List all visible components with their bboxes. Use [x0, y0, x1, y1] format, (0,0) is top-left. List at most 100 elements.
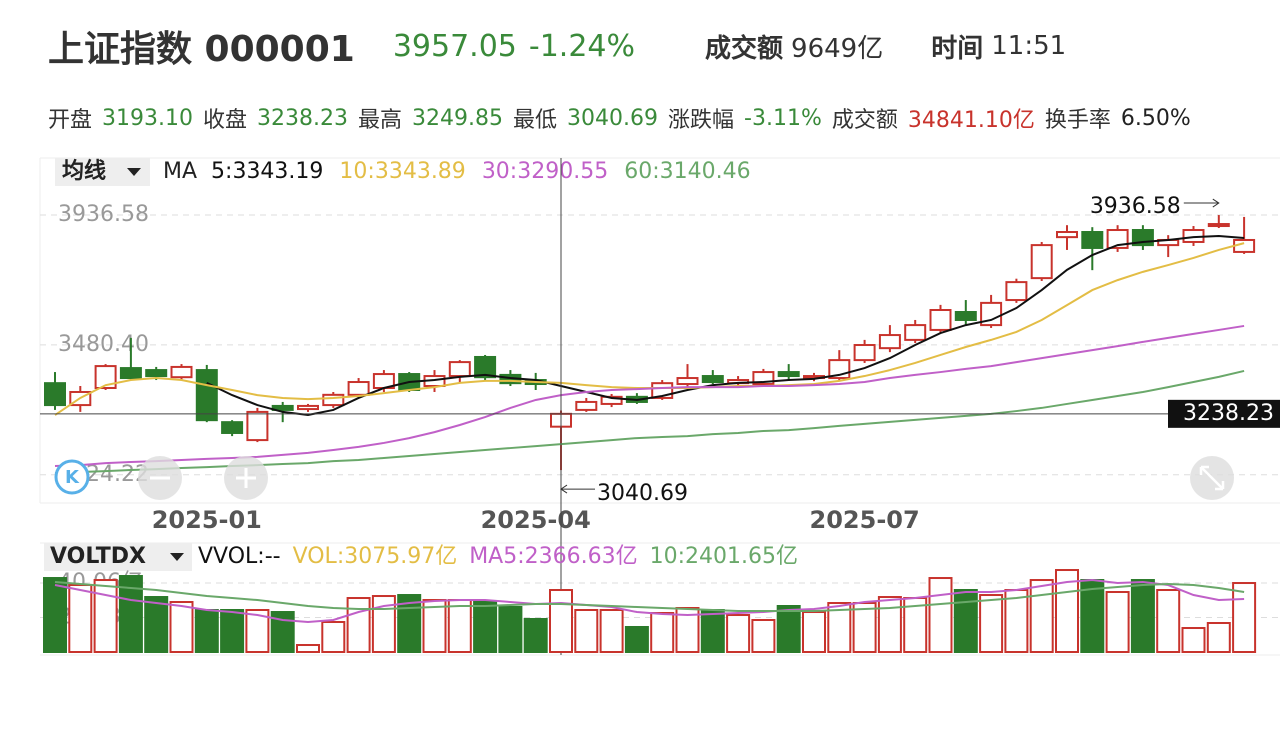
price: 3957.05	[392, 28, 517, 64]
candle-body	[904, 324, 927, 341]
stat-value: -3.11%	[744, 105, 822, 131]
legend-entry: 10:2401.65亿	[650, 544, 798, 569]
legend-title: 均线	[62, 158, 106, 184]
volume-bar	[523, 618, 548, 653]
min-arrowhead	[560, 484, 568, 494]
candle-body	[575, 400, 598, 411]
stat-label: 收盘	[203, 108, 248, 133]
legend-entry: 5:3343.19	[211, 159, 323, 184]
stat-label: 开盘	[48, 108, 93, 133]
candle-body	[1207, 223, 1230, 228]
candle-body	[1056, 231, 1078, 239]
candle-body	[271, 404, 294, 411]
volume-bar	[802, 611, 826, 653]
ma-line	[54, 579, 1245, 624]
indicator-dropdown[interactable]	[44, 543, 192, 571]
legend-prefix: MA	[163, 159, 197, 184]
stat-label: 涨跌幅	[668, 108, 735, 133]
dropdown-arrow	[127, 168, 141, 176]
candle-body	[221, 421, 244, 434]
candle-body	[701, 375, 724, 384]
volume-bar	[93, 579, 118, 653]
indicator-title: VOLTDX	[50, 544, 146, 569]
k-icon: K	[65, 467, 80, 488]
time: 11:51	[991, 31, 1067, 61]
volume-bar	[144, 596, 169, 653]
stat-label: 换手率	[1044, 108, 1111, 133]
ma-line	[54, 324, 1245, 467]
volume-bar	[549, 589, 573, 653]
k-button[interactable]	[54, 459, 90, 495]
stat-value: 3249.85	[412, 105, 503, 131]
ma-line	[206, 234, 1245, 417]
volume-bar	[751, 619, 776, 653]
candle-body	[195, 369, 218, 422]
max-label: 3936.58	[1090, 194, 1181, 219]
volume-bar	[321, 621, 346, 654]
candle-body	[600, 395, 623, 405]
volume-bar	[118, 575, 143, 653]
candle-body	[246, 410, 269, 442]
candle-body	[1081, 231, 1104, 249]
stat-value: 3238.23	[257, 105, 348, 131]
candle-body	[777, 371, 800, 378]
price-label-box	[1168, 399, 1280, 428]
ma-line	[54, 581, 1245, 613]
candle-body	[1106, 229, 1129, 249]
volume-bar	[624, 625, 649, 653]
candle-body	[322, 393, 345, 407]
indicator-label: VOL:3075.97亿	[293, 544, 458, 569]
volume-bar	[473, 601, 498, 654]
candle-body	[853, 344, 876, 362]
stat-value: 34841.10亿	[907, 108, 1035, 133]
candle-body	[94, 365, 117, 390]
legend-entry: 30:3290.55	[482, 159, 608, 184]
volume-bar	[296, 644, 320, 654]
stats-row: 开盘 3193.10 收盘 3238.23 最高 3249.85 最低 3040.69 涨跌幅 -…	[48, 102, 1201, 134]
volume-bar	[979, 594, 1004, 654]
y-tick-label: 3936.58	[58, 202, 149, 227]
stat-value: 3040.69	[567, 105, 658, 131]
volume-bar	[194, 609, 219, 653]
stat-label: 成交额	[831, 108, 898, 133]
stat-value: 3193.10	[102, 105, 193, 131]
candle-body	[119, 367, 142, 380]
x-tick-label: 2025-07	[810, 506, 920, 534]
volume-bar	[447, 599, 472, 653]
candle-body	[1030, 244, 1053, 280]
volume-bar	[726, 614, 751, 654]
volume-bar	[1232, 582, 1257, 653]
max-arrowhead	[1212, 198, 1220, 208]
volume-bar	[1105, 591, 1130, 654]
min-label: 3040.69	[597, 481, 688, 506]
volume-bar	[169, 601, 194, 654]
volume-bar	[1130, 579, 1155, 653]
volume-bar	[953, 589, 978, 653]
volume-bar	[1206, 622, 1231, 653]
volume-bar	[928, 577, 953, 654]
candle-body	[297, 404, 319, 411]
time-label: 时间	[931, 33, 984, 64]
candle-body	[929, 309, 952, 331]
amount: 9649亿	[791, 33, 884, 64]
dropdown-arrow	[170, 553, 184, 561]
candle-body	[474, 355, 497, 379]
volume-bar	[877, 596, 902, 653]
volume-bar	[498, 606, 523, 653]
x-tick-label: 2025-01	[152, 506, 262, 534]
volume-bar	[220, 609, 245, 653]
amount-label: 成交额	[705, 33, 784, 64]
stat-value: 6.50%	[1120, 105, 1191, 131]
volume-bar	[1181, 627, 1206, 654]
volume-bar	[68, 584, 93, 654]
legend-entry: MA5:2366.63亿	[469, 544, 637, 569]
x-tick-label: 2025-04	[481, 506, 591, 534]
indicator-label: VVOL:--	[198, 544, 281, 569]
legend-entry: 10:3343.89	[339, 159, 465, 184]
volume-bar	[574, 609, 599, 653]
volume-bar	[43, 577, 67, 654]
candle-body	[878, 334, 901, 350]
volume-bar	[827, 602, 852, 653]
candle-body	[676, 377, 699, 386]
